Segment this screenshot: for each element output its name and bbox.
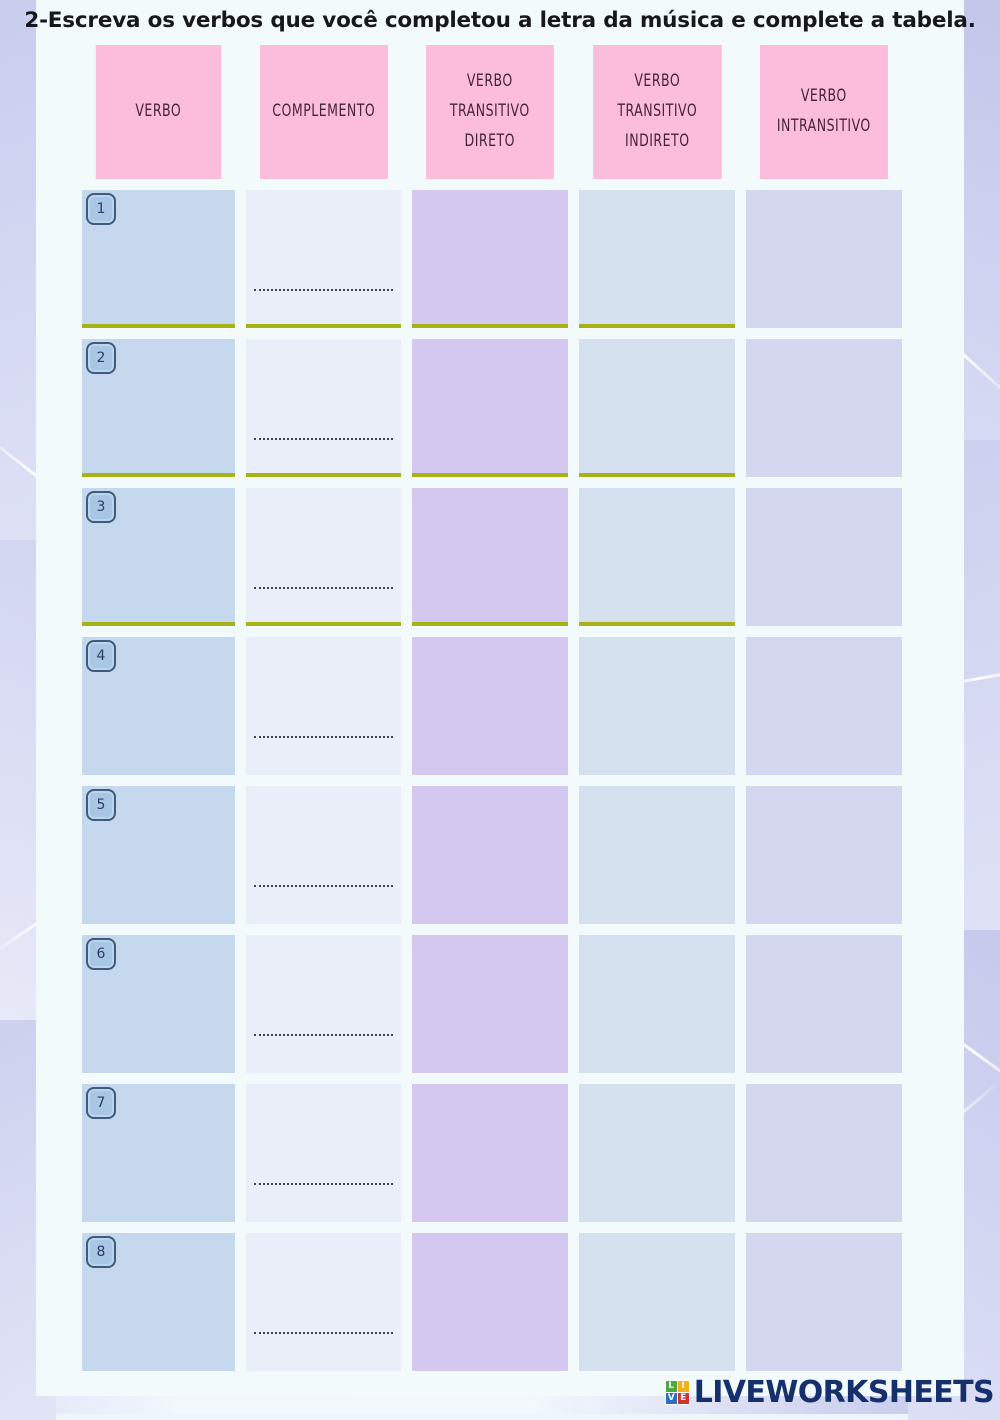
table-row: 4 [82, 637, 902, 775]
column-header-line: TRANSITIVO [617, 101, 698, 122]
answer-cell-verbo_intransitivo-row-1[interactable] [746, 190, 902, 328]
column-header-verbo_trans_indireto: VERBO TRANSITIVO INDIRETO [592, 45, 722, 179]
answer-cell-complemento-row-5[interactable] [245, 786, 402, 924]
answer-cell-verbo_trans_direto-row-1[interactable] [412, 190, 568, 328]
answer-cell-verbo_trans_indireto-row-3[interactable] [578, 488, 736, 626]
answer-cell-complemento-row-4[interactable] [245, 637, 402, 775]
row-number-badge: 6 [86, 938, 116, 970]
answer-cell-complemento-row-2[interactable] [245, 339, 402, 477]
column-header-line: VERBO [634, 71, 681, 92]
writing-line [253, 1034, 394, 1036]
answer-cell-verbo_trans_indireto-row-8[interactable] [578, 1233, 736, 1371]
column-header-verbo: VERBO [95, 45, 221, 179]
row-number-badge: 7 [86, 1087, 116, 1119]
answer-cell-verbo-row-1[interactable]: 1 [82, 190, 235, 328]
column-header-line: VERBO [801, 86, 848, 107]
row-number-badge: 3 [86, 491, 116, 523]
answer-cell-verbo_intransitivo-row-6[interactable] [746, 935, 902, 1073]
column-header-line: INTRANSITIVO [777, 116, 872, 136]
logo-letter-v: V [665, 1393, 677, 1404]
row-number-badge: 8 [86, 1236, 116, 1268]
logo-letter-e: E [677, 1393, 689, 1404]
answer-cell-verbo-row-3[interactable]: 3 [82, 488, 235, 626]
column-header-line: VERBO [467, 71, 513, 92]
answer-cell-verbo_trans_indireto-row-5[interactable] [578, 786, 736, 924]
liveworksheets-wordmark: LIVEWORKSHEETS [693, 1375, 995, 1410]
writing-line [253, 438, 394, 440]
answer-cell-complemento-row-1[interactable] [245, 190, 402, 328]
table-row: 1 [82, 190, 902, 328]
answer-cell-verbo_trans_indireto-row-4[interactable] [578, 637, 736, 775]
writing-line [253, 885, 394, 887]
table-row: 5 [82, 786, 902, 924]
answer-cell-verbo_trans_indireto-row-2[interactable] [578, 339, 736, 477]
row-number-badge: 1 [86, 193, 116, 225]
answer-cell-verbo_intransitivo-row-7[interactable] [746, 1084, 902, 1222]
column-header-line: INDIRETO [624, 130, 690, 151]
table-row: 3 [82, 488, 902, 626]
table-row: 2 [82, 339, 902, 477]
column-header-complemento: COMPLEMENTO [259, 45, 388, 179]
answer-cell-verbo-row-5[interactable]: 5 [82, 786, 235, 924]
writing-line [253, 736, 394, 738]
column-header-verbo_intransitivo: VERBO INTRANSITIVO [760, 45, 888, 179]
answer-cell-verbo_trans_direto-row-3[interactable] [412, 488, 568, 626]
writing-line [253, 587, 394, 589]
answer-cell-verbo_trans_direto-row-8[interactable] [412, 1233, 568, 1371]
answer-cell-verbo-row-8[interactable]: 8 [82, 1233, 235, 1371]
answer-cell-verbo_intransitivo-row-4[interactable] [746, 637, 902, 775]
writing-line [253, 1332, 394, 1334]
writing-line [253, 289, 394, 291]
answer-cell-verbo_trans_indireto-row-7[interactable] [578, 1084, 736, 1222]
answer-cell-verbo_trans_direto-row-7[interactable] [412, 1084, 568, 1222]
table-header-row: VERBO COMPLEMENTO VERBO TRANSITIVO DIRETO VER… [82, 45, 902, 179]
column-header-line: VERBO [135, 101, 182, 122]
answer-cell-verbo_trans_direto-row-2[interactable] [412, 339, 568, 477]
answer-cell-verbo-row-4[interactable]: 4 [82, 637, 235, 775]
table-row: 8 [82, 1233, 902, 1371]
row-number-badge: 4 [86, 640, 116, 672]
table-row: 6 [82, 935, 902, 1073]
answer-cell-verbo_intransitivo-row-2[interactable] [746, 339, 902, 477]
answer-cell-verbo_trans_direto-row-5[interactable] [412, 786, 568, 924]
answer-cell-verbo_trans_direto-row-6[interactable] [412, 935, 568, 1073]
answer-cell-complemento-row-6[interactable] [245, 935, 402, 1073]
answer-cell-verbo_intransitivo-row-3[interactable] [746, 488, 902, 626]
writing-line [253, 1183, 394, 1185]
row-number-badge: 2 [86, 342, 116, 374]
page-title: 2-Escreva os verbos que você completou a… [24, 8, 976, 33]
answer-cell-verbo_trans_direto-row-4[interactable] [412, 637, 568, 775]
answer-cell-complemento-row-3[interactable] [245, 488, 402, 626]
verbs-table: VERBO COMPLEMENTO VERBO TRANSITIVO DIRETO VER… [82, 45, 902, 1382]
answer-cell-verbo_trans_indireto-row-1[interactable] [578, 190, 736, 328]
answer-cell-verbo_trans_indireto-row-6[interactable] [578, 935, 736, 1073]
logo-letter-i: I [677, 1381, 689, 1392]
logo-letter-l: L [665, 1381, 677, 1392]
column-header-verbo_trans_direto: VERBO TRANSITIVO DIRETO [426, 45, 554, 179]
row-number-badge: 5 [86, 789, 116, 821]
column-header-line: TRANSITIVO [450, 101, 530, 122]
answer-cell-complemento-row-8[interactable] [245, 1233, 402, 1371]
column-header-line: COMPLEMENTO [271, 101, 375, 122]
answer-cell-verbo-row-2[interactable]: 2 [82, 339, 235, 477]
column-header-line: DIRETO [464, 130, 516, 151]
table-row: 7 [82, 1084, 902, 1222]
answer-cell-verbo_intransitivo-row-5[interactable] [746, 786, 902, 924]
answer-cell-verbo-row-6[interactable]: 6 [82, 935, 235, 1073]
answer-cell-complemento-row-7[interactable] [245, 1084, 402, 1222]
answer-cell-verbo-row-7[interactable]: 7 [82, 1084, 235, 1222]
answer-cell-verbo_intransitivo-row-8[interactable] [746, 1233, 902, 1371]
